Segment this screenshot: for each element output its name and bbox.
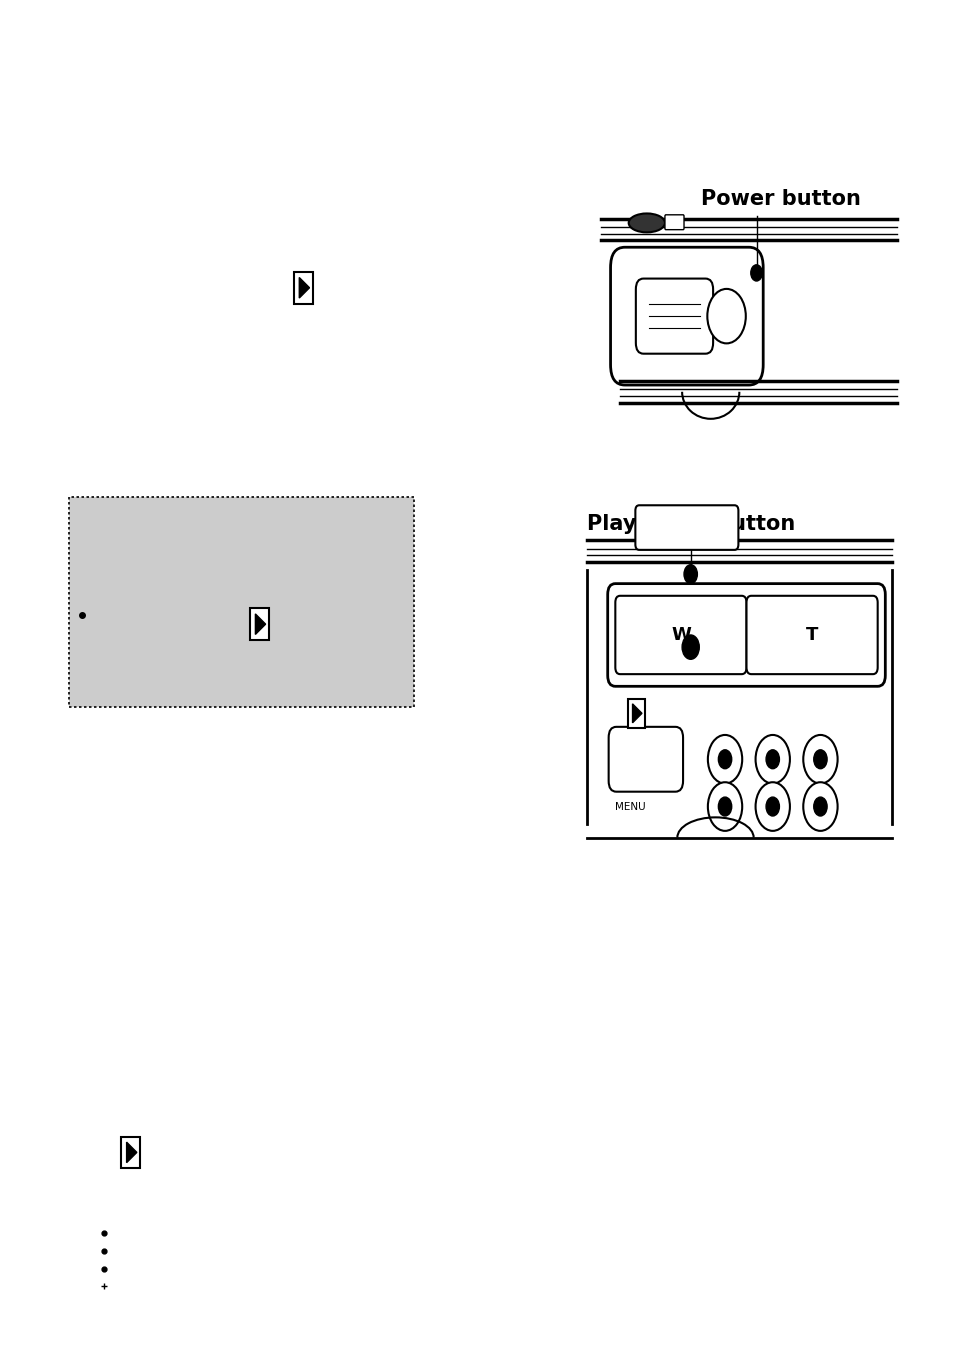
FancyBboxPatch shape: [745, 596, 877, 674]
Polygon shape: [632, 704, 641, 723]
Circle shape: [765, 797, 779, 816]
Ellipse shape: [628, 213, 664, 232]
Text: T: T: [805, 626, 818, 644]
Circle shape: [706, 289, 745, 343]
Circle shape: [707, 782, 741, 831]
Bar: [69, 497, 414, 707]
Circle shape: [718, 750, 731, 769]
Circle shape: [755, 735, 789, 784]
Bar: [69, 497, 414, 707]
FancyBboxPatch shape: [664, 215, 683, 230]
Bar: [627, 698, 644, 728]
FancyBboxPatch shape: [607, 584, 884, 686]
Polygon shape: [127, 1142, 136, 1163]
Circle shape: [802, 782, 837, 831]
Circle shape: [750, 265, 761, 281]
FancyBboxPatch shape: [610, 247, 762, 385]
FancyBboxPatch shape: [635, 505, 738, 550]
Circle shape: [813, 750, 826, 769]
Bar: [121, 1136, 140, 1169]
Circle shape: [813, 797, 826, 816]
Bar: [250, 608, 269, 640]
Polygon shape: [255, 613, 265, 635]
Polygon shape: [299, 277, 309, 299]
Circle shape: [755, 782, 789, 831]
Circle shape: [681, 635, 699, 659]
FancyBboxPatch shape: [615, 596, 745, 674]
FancyBboxPatch shape: [608, 727, 682, 792]
Text: Power button: Power button: [700, 189, 861, 208]
Text: W: W: [670, 626, 690, 644]
Circle shape: [765, 750, 779, 769]
Text: Play mode button: Play mode button: [586, 515, 794, 534]
Circle shape: [683, 565, 697, 584]
Text: MENU: MENU: [615, 801, 645, 812]
Circle shape: [802, 735, 837, 784]
Bar: [294, 272, 313, 304]
FancyBboxPatch shape: [635, 278, 712, 354]
Circle shape: [718, 797, 731, 816]
Circle shape: [707, 735, 741, 784]
